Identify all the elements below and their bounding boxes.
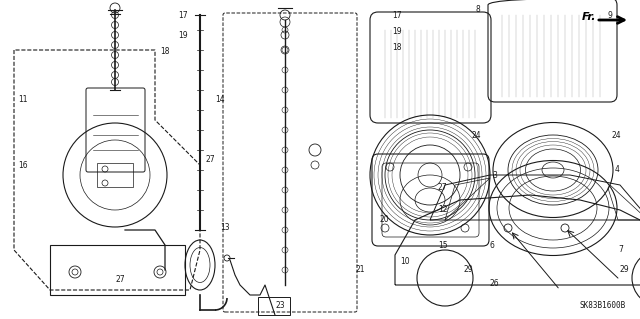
Text: 17: 17 [392, 11, 402, 19]
Text: 15: 15 [438, 241, 447, 250]
Text: 19: 19 [178, 31, 188, 40]
Text: 27: 27 [205, 155, 214, 165]
Text: 20: 20 [380, 216, 390, 225]
Text: 4: 4 [615, 166, 620, 174]
Text: 6: 6 [490, 241, 495, 249]
Text: 26: 26 [490, 278, 500, 287]
Text: 29: 29 [463, 265, 472, 275]
Text: 21: 21 [355, 265, 365, 275]
Text: 13: 13 [220, 224, 230, 233]
Text: 18: 18 [160, 48, 170, 56]
Text: 9: 9 [607, 11, 612, 19]
Text: 11: 11 [18, 95, 28, 105]
Text: 24: 24 [612, 130, 621, 139]
Text: 19: 19 [392, 27, 402, 36]
Text: 8: 8 [475, 5, 480, 14]
Text: SK83B1600B: SK83B1600B [580, 300, 627, 309]
Text: 16: 16 [18, 160, 28, 169]
Text: 18: 18 [392, 43, 401, 53]
Text: 27: 27 [115, 276, 125, 285]
Text: 7: 7 [618, 246, 623, 255]
Text: 14: 14 [215, 95, 225, 105]
Bar [97, 163, 133, 187]
Text: 12: 12 [438, 205, 447, 214]
Text: 23: 23 [275, 300, 285, 309]
Text: 3: 3 [492, 170, 497, 180]
Bar [258, 297, 290, 315]
Text: 24: 24 [472, 130, 482, 139]
Text: 10: 10 [400, 257, 410, 266]
Text: 17: 17 [178, 11, 188, 20]
Text: Fr.: Fr. [582, 12, 596, 22]
Text: 27: 27 [438, 183, 447, 192]
Text: 29: 29 [620, 265, 630, 275]
